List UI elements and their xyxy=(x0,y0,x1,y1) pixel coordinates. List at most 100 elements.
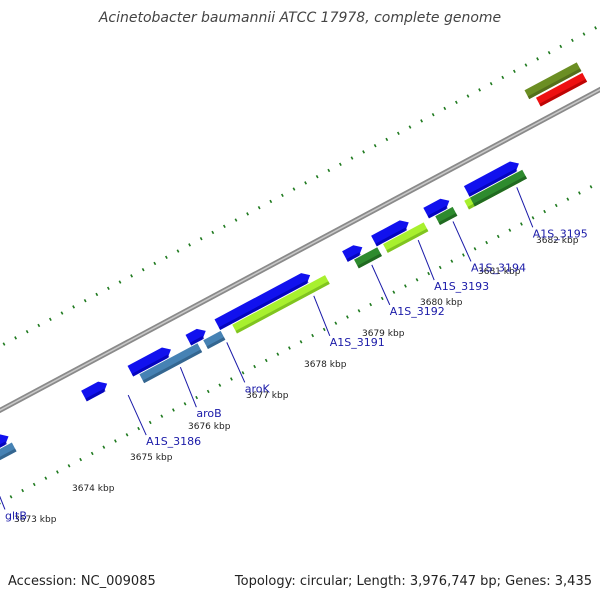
tick-dot-inner xyxy=(311,333,315,338)
gene-label: A1S_3186 xyxy=(146,435,201,448)
gene-feature-shadow xyxy=(527,68,582,100)
tick-dot-outer xyxy=(466,94,470,98)
gene-feature-shadow xyxy=(0,448,17,511)
map-title: Acinetobacter baumannii ATCC 17978, comp… xyxy=(98,10,501,26)
gene-feature xyxy=(232,275,330,334)
gene-feature xyxy=(524,62,582,100)
tick-dot-inner xyxy=(125,433,129,437)
tick-dot-inner xyxy=(218,383,222,387)
gene-feature-shadow xyxy=(539,79,588,107)
tick-dot-inner xyxy=(357,309,361,313)
tick-dot-outer xyxy=(582,32,586,36)
tick-dot-inner xyxy=(206,389,210,394)
gene-feature-body xyxy=(423,198,450,219)
tick-dot-inner xyxy=(438,265,442,270)
tick-dot-inner xyxy=(473,247,477,251)
tick-dot-inner xyxy=(427,271,431,276)
gene-feature-shadow xyxy=(131,354,170,377)
tick-dot-inner xyxy=(531,216,535,220)
gene-feature-body xyxy=(203,330,226,350)
gene-label: A1S_3191 xyxy=(330,336,385,349)
gene-label-leader xyxy=(179,366,197,408)
tick-dot-outer xyxy=(292,187,296,191)
gene-label-leader xyxy=(452,221,472,262)
tick-label: 3680 kbp xyxy=(420,298,463,308)
tick-dot-outer xyxy=(478,88,481,92)
tick-dot-inner xyxy=(241,371,245,375)
gene-feature-body xyxy=(524,62,582,100)
gene-label: gltB xyxy=(5,509,27,522)
gene-feature-shadow xyxy=(386,228,429,253)
gene-feature-body xyxy=(139,343,203,384)
tick-dot-outer xyxy=(408,125,412,129)
tick-dot-outer xyxy=(60,311,64,315)
tick-label: 3676 kbp xyxy=(188,422,231,432)
gene-feature-shadow xyxy=(346,252,361,262)
tick-dot-inner xyxy=(496,234,500,239)
tick-label: 3678 kbp xyxy=(304,360,347,370)
tick-dot-outer xyxy=(118,280,122,284)
gene-label-leader xyxy=(0,495,6,510)
gene-feature xyxy=(354,247,382,269)
feature-track xyxy=(0,62,588,511)
tick-dot-outer xyxy=(269,199,273,204)
tick-label: 3677 kbp xyxy=(246,391,289,401)
gene-feature xyxy=(0,442,17,511)
tick-dot-outer xyxy=(280,193,284,197)
gene-feature xyxy=(535,72,588,107)
gene-feature-shadow xyxy=(438,213,458,226)
tick-dot-inner xyxy=(462,253,465,257)
gene-label-leader xyxy=(127,394,147,436)
gene-label-leader xyxy=(417,239,435,281)
tick-dot-outer xyxy=(362,150,365,154)
tick-dot-outer xyxy=(431,112,435,117)
gene-label: A1S_3193 xyxy=(434,280,489,293)
tick-dot-outer xyxy=(222,224,226,228)
tick-dot-inner xyxy=(276,352,280,356)
tick-dot-outer xyxy=(153,261,157,266)
gene-label-leader xyxy=(371,264,391,306)
gene-feature xyxy=(423,198,450,219)
gene-feature-body xyxy=(371,220,409,247)
tick-dot-inner xyxy=(566,197,570,201)
tick-dot-outer xyxy=(304,181,307,185)
tick-dot-inner xyxy=(172,408,175,412)
tick-dot-inner xyxy=(508,228,512,232)
tick-dot-inner xyxy=(21,488,25,493)
tick-dot-outer xyxy=(396,131,400,135)
tick-dot-outer xyxy=(350,156,354,160)
tick-dot-outer xyxy=(559,44,563,49)
gene-feature-body xyxy=(81,381,108,402)
gene-feature-shadow xyxy=(142,349,203,384)
tick-dot-inner xyxy=(90,451,94,456)
gene-feature-body xyxy=(185,328,206,346)
gene-feature-body xyxy=(127,347,171,377)
tick-dot-outer xyxy=(14,336,17,340)
tick-dot-inner xyxy=(67,464,71,468)
tick-label: 3681 kbp xyxy=(478,267,521,277)
tick-dot-outer xyxy=(176,249,180,253)
tick-dot-outer xyxy=(83,298,87,303)
gene-feature-body xyxy=(383,222,429,253)
gene-feature xyxy=(0,434,9,501)
tick-dot-inner xyxy=(32,482,36,487)
tick-dot-outer xyxy=(547,50,551,55)
gene-feature-shadow xyxy=(357,253,382,269)
tick-dot-outer xyxy=(327,168,331,173)
gene-feature-body xyxy=(470,169,527,207)
tick-dot-inner xyxy=(102,445,106,449)
tick-dot-outer xyxy=(164,255,168,259)
backbone-line xyxy=(0,86,600,414)
gene-feature xyxy=(470,169,527,207)
tick-dot-outer xyxy=(512,69,516,73)
gene-label-leader xyxy=(313,295,331,337)
gene-feature xyxy=(214,273,311,331)
tick-dot-inner xyxy=(195,395,199,400)
tick-dot-inner xyxy=(322,327,326,332)
gene-label: aroB xyxy=(196,407,221,420)
gene-feature-shadow xyxy=(85,388,106,402)
backbone xyxy=(0,86,600,414)
backbone-highlight xyxy=(0,88,600,412)
tick-dot-outer xyxy=(25,329,29,334)
gene-feature-shadow xyxy=(189,335,205,346)
